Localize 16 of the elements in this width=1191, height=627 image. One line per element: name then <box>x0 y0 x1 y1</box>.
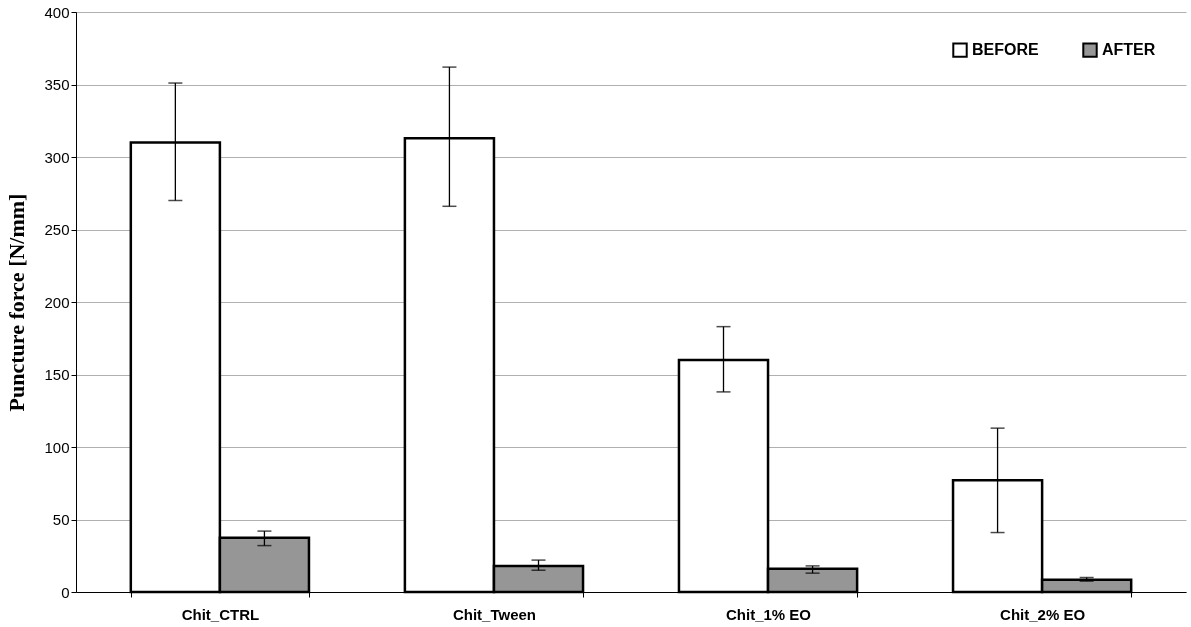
y-tick-label: 250 <box>44 221 70 238</box>
y-axis-title: Puncture force [N/mm] <box>4 193 30 412</box>
y-tick-label: 300 <box>44 148 70 166</box>
legend-label: BEFORE <box>972 41 1039 59</box>
y-tick-label: 150 <box>44 366 70 383</box>
x-tick-label: Chit_CTRL <box>181 605 260 623</box>
x-tick-label: Chit_1% EO <box>726 605 812 623</box>
x-tick-label: Chit_Tween <box>452 605 536 623</box>
y-tick-label: 350 <box>44 76 70 93</box>
legend-label: AFTER <box>1102 41 1156 59</box>
x-tick-label: Chit_2% EO <box>1000 605 1086 623</box>
y-tick-label: 100 <box>44 438 70 456</box>
y-tick-label: 50 <box>52 511 70 528</box>
y-tick-label: 0 <box>61 583 70 601</box>
y-tick-label: 200 <box>44 293 70 311</box>
y-tick-label: 400 <box>44 3 70 21</box>
